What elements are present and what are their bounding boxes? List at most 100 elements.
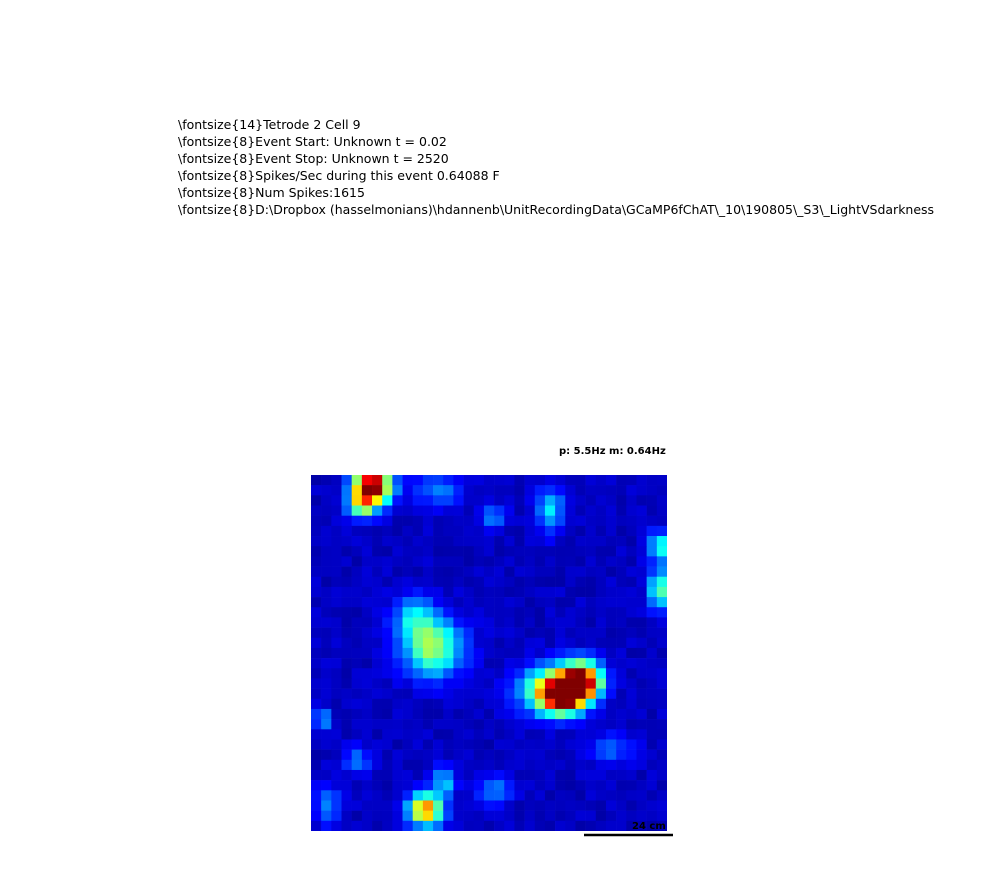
heatmap-cell (372, 800, 383, 811)
heatmap-cell (372, 505, 383, 516)
heatmap-cell (341, 525, 352, 537)
heatmap-cell (311, 505, 322, 516)
heatmap-cell (595, 647, 607, 659)
heatmap-cell (402, 739, 414, 750)
heatmap-cell (412, 668, 424, 679)
heatmap-cell (626, 769, 637, 781)
heatmap-cell (372, 769, 383, 781)
heatmap-cell (524, 790, 536, 801)
heatmap-cell (494, 515, 505, 527)
heatmap-cell (514, 576, 525, 588)
heatmap-cell (483, 739, 495, 750)
heatmap-cell (351, 719, 363, 730)
heatmap-cell (656, 495, 667, 506)
heatmap-cell (422, 688, 434, 700)
heatmap-cell (575, 780, 586, 791)
heatmap-cell (544, 820, 556, 831)
heatmap-cell (422, 759, 434, 771)
heatmap-cell (555, 698, 566, 710)
heatmap-cell (595, 810, 607, 822)
heatmap-cell (422, 576, 434, 588)
heatmap-cell (544, 475, 556, 486)
heatmap-cell (524, 576, 536, 588)
heatmap-cell (626, 485, 637, 496)
heatmap-cell (483, 546, 495, 557)
heatmap-cell (504, 688, 515, 700)
heatmap-cell (412, 576, 424, 588)
heatmap-cell (341, 536, 352, 547)
heatmap-cell (494, 495, 505, 506)
heatmap-cell (483, 698, 495, 710)
heatmap-cell (565, 739, 576, 750)
heatmap-cell (626, 800, 637, 811)
heatmap-cell (463, 637, 475, 649)
heatmap-cell (483, 566, 495, 578)
heatmap-cell (351, 607, 363, 618)
heatmap-cell (422, 647, 434, 659)
heatmap-cell (382, 505, 393, 516)
heatmap-cell (514, 566, 525, 578)
heatmap-cell (504, 546, 515, 557)
heatmap-cell (565, 759, 576, 771)
heatmap-cell (494, 810, 505, 822)
heatmap-cell (361, 668, 373, 679)
heatmap-cell (524, 586, 536, 598)
heatmap-cell (361, 576, 373, 588)
heatmap-cell (626, 505, 637, 516)
heatmap-cell (626, 617, 637, 628)
heatmap-cell (321, 719, 332, 730)
heatmap-cell (361, 536, 373, 547)
heatmap-cell (412, 546, 424, 557)
heatmap-cell (463, 607, 475, 618)
heatmap-cell (473, 505, 485, 516)
heatmap-cell (544, 485, 556, 496)
heatmap-cell (331, 475, 342, 486)
figure-header: \fontsize{14}Tetrode 2 Cell 9 \fontsize{… (178, 116, 934, 218)
heatmap-cell (646, 647, 658, 659)
heatmap-cell (382, 546, 393, 557)
heatmap-cell (351, 658, 363, 669)
heatmap-cell (321, 820, 332, 831)
heatmap-cell (433, 627, 444, 639)
heatmap-cell (433, 688, 444, 700)
heatmap-cell (453, 678, 464, 689)
heatmap-cell (616, 475, 627, 486)
heatmap-cell (453, 729, 464, 740)
heatmap-cell (524, 566, 536, 578)
heatmap-cell (321, 536, 332, 547)
heatmap-cell (595, 678, 607, 689)
heatmap-cell (443, 800, 454, 811)
heatmap-cell (453, 627, 464, 639)
heatmap-cell (311, 658, 322, 669)
heatmap-cell (504, 586, 515, 598)
heatmap-cell (585, 820, 597, 831)
heatmap-cell (453, 698, 464, 710)
heatmap-cell (433, 566, 444, 578)
heatmap-cell (575, 546, 586, 557)
heatmap-cell (321, 637, 332, 649)
heatmap-cell (544, 759, 556, 771)
heatmap-cell (372, 475, 383, 486)
heatmap-cell (504, 495, 515, 506)
heatmap-cell (626, 790, 637, 801)
heatmap-cell (514, 698, 525, 710)
heatmap-cell (402, 525, 414, 537)
heatmap-cell (575, 617, 586, 628)
heatmap-cell (422, 515, 434, 527)
heatmap-cell (361, 800, 373, 811)
heatmap-cell (636, 719, 647, 730)
heatmap-cell (382, 485, 393, 496)
heatmap-cell (534, 607, 546, 618)
heatmap-cell (361, 759, 373, 771)
heatmap-cell (555, 475, 566, 486)
heatmap-cell (321, 769, 332, 781)
heatmap-cell (605, 800, 617, 811)
heatmap-cell (605, 627, 617, 639)
heatmap-cell (494, 576, 505, 588)
heatmap-cell (626, 739, 637, 750)
heatmap-cell (311, 780, 322, 791)
heatmap-cell (372, 708, 383, 720)
heatmap-cell (636, 556, 647, 567)
heatmap-cell (402, 566, 414, 578)
heatmap-cell (595, 627, 607, 639)
